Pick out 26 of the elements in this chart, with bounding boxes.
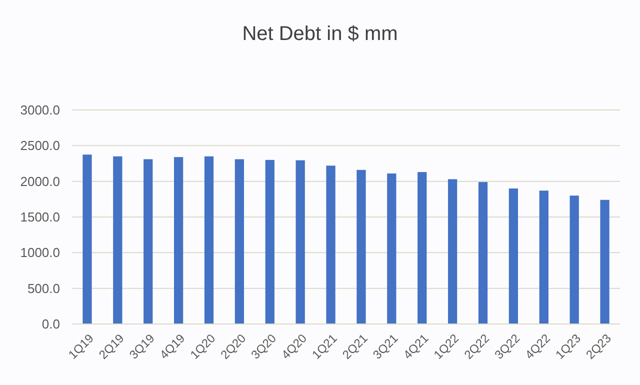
bar bbox=[234, 159, 244, 324]
bar bbox=[144, 159, 153, 324]
bar bbox=[356, 170, 366, 324]
chart-title: Net Debt in $ mm bbox=[242, 23, 398, 45]
y-tick-label: 1000.0 bbox=[20, 245, 60, 260]
bar bbox=[204, 156, 214, 324]
bar bbox=[418, 172, 427, 324]
bar bbox=[448, 179, 458, 324]
bar bbox=[174, 157, 184, 324]
y-tick-label: 500.0 bbox=[27, 280, 60, 296]
bar bbox=[570, 196, 579, 324]
bar bbox=[82, 154, 92, 324]
bar bbox=[387, 173, 396, 324]
y-tick-label: 1500.0 bbox=[20, 210, 60, 225]
y-tick-label: 2500.0 bbox=[20, 138, 60, 154]
bar bbox=[600, 200, 610, 324]
bar bbox=[508, 188, 518, 324]
y-tick-label: 0.0 bbox=[42, 316, 60, 332]
bar bbox=[265, 160, 274, 324]
bar bbox=[113, 156, 122, 324]
y-tick-label: 2000.0 bbox=[20, 174, 60, 189]
bar bbox=[539, 190, 548, 324]
y-tick-label: 3000.0 bbox=[20, 102, 60, 118]
bar bbox=[326, 166, 336, 324]
bar bbox=[478, 182, 488, 324]
bar bbox=[296, 160, 305, 324]
